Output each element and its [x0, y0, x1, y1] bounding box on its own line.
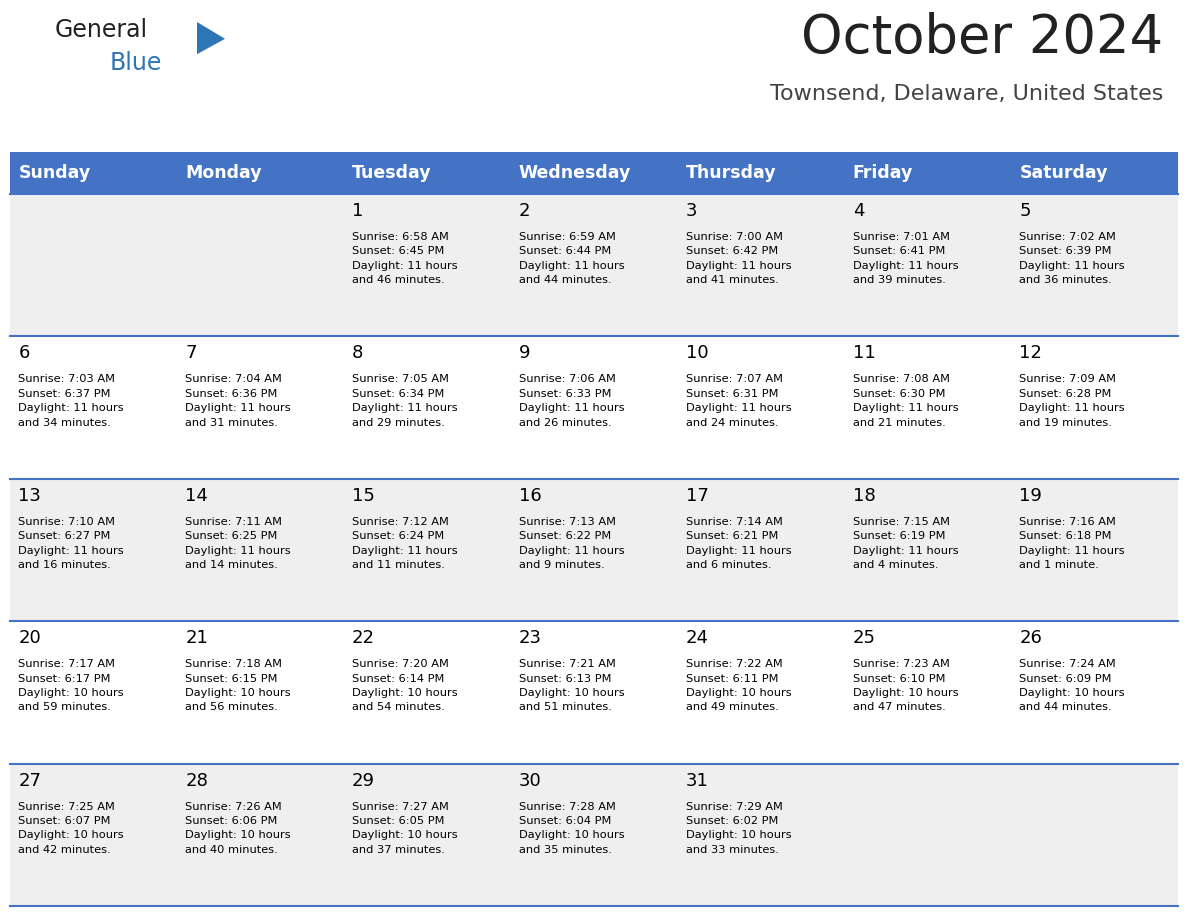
Text: 26: 26	[1019, 629, 1042, 647]
Text: 21: 21	[185, 629, 208, 647]
Bar	[677, 152, 845, 194]
Text: Sunrise: 7:10 AM
Sunset: 6:27 PM
Daylight: 11 hours
and 16 minutes.: Sunrise: 7:10 AM Sunset: 6:27 PM Dayligh…	[18, 517, 124, 570]
Text: Sunrise: 7:12 AM
Sunset: 6:24 PM
Daylight: 11 hours
and 11 minutes.: Sunrise: 7:12 AM Sunset: 6:24 PM Dayligh…	[352, 517, 457, 570]
Text: Sunrise: 7:00 AM
Sunset: 6:42 PM
Daylight: 11 hours
and 41 minutes.: Sunrise: 7:00 AM Sunset: 6:42 PM Dayligh…	[685, 232, 791, 285]
Text: 10: 10	[685, 344, 708, 363]
Text: 16: 16	[519, 487, 542, 505]
Text: Wednesday: Wednesday	[519, 164, 631, 182]
Text: 4: 4	[853, 202, 864, 220]
Text: Blue: Blue	[110, 51, 163, 75]
Text: Sunrise: 7:03 AM
Sunset: 6:37 PM
Daylight: 11 hours
and 34 minutes.: Sunrise: 7:03 AM Sunset: 6:37 PM Dayligh…	[18, 375, 124, 428]
Text: 25: 25	[853, 629, 876, 647]
Text: October 2024: October 2024	[801, 12, 1163, 64]
Text: 13: 13	[18, 487, 42, 505]
Text: 12: 12	[1019, 344, 1042, 363]
Bar	[10, 152, 177, 194]
Text: Sunrise: 7:06 AM
Sunset: 6:33 PM
Daylight: 11 hours
and 26 minutes.: Sunrise: 7:06 AM Sunset: 6:33 PM Dayligh…	[519, 375, 625, 428]
Text: Sunrise: 7:07 AM
Sunset: 6:31 PM
Daylight: 11 hours
and 24 minutes.: Sunrise: 7:07 AM Sunset: 6:31 PM Dayligh…	[685, 375, 791, 428]
Polygon shape	[197, 22, 225, 54]
Text: 30: 30	[519, 772, 542, 789]
Text: 23: 23	[519, 629, 542, 647]
Text: Sunrise: 7:21 AM
Sunset: 6:13 PM
Daylight: 10 hours
and 51 minutes.: Sunrise: 7:21 AM Sunset: 6:13 PM Dayligh…	[519, 659, 625, 712]
Text: 28: 28	[185, 772, 208, 789]
Text: Townsend, Delaware, United States: Townsend, Delaware, United States	[770, 84, 1163, 104]
Bar	[1011, 152, 1178, 194]
Text: Sunrise: 7:01 AM
Sunset: 6:41 PM
Daylight: 11 hours
and 39 minutes.: Sunrise: 7:01 AM Sunset: 6:41 PM Dayligh…	[853, 232, 959, 285]
Text: 27: 27	[18, 772, 42, 789]
Text: Sunrise: 6:58 AM
Sunset: 6:45 PM
Daylight: 11 hours
and 46 minutes.: Sunrise: 6:58 AM Sunset: 6:45 PM Dayligh…	[352, 232, 457, 285]
Text: Sunrise: 7:20 AM
Sunset: 6:14 PM
Daylight: 10 hours
and 54 minutes.: Sunrise: 7:20 AM Sunset: 6:14 PM Dayligh…	[352, 659, 457, 712]
Text: Sunrise: 7:26 AM
Sunset: 6:06 PM
Daylight: 10 hours
and 40 minutes.: Sunrise: 7:26 AM Sunset: 6:06 PM Dayligh…	[185, 801, 291, 855]
Text: Sunrise: 7:25 AM
Sunset: 6:07 PM
Daylight: 10 hours
and 42 minutes.: Sunrise: 7:25 AM Sunset: 6:07 PM Dayligh…	[18, 801, 124, 855]
Text: Sunrise: 7:14 AM
Sunset: 6:21 PM
Daylight: 11 hours
and 6 minutes.: Sunrise: 7:14 AM Sunset: 6:21 PM Dayligh…	[685, 517, 791, 570]
Text: Sunrise: 7:02 AM
Sunset: 6:39 PM
Daylight: 11 hours
and 36 minutes.: Sunrise: 7:02 AM Sunset: 6:39 PM Dayligh…	[1019, 232, 1125, 285]
Text: 20: 20	[18, 629, 42, 647]
Bar	[10, 764, 1178, 906]
Text: Sunrise: 7:22 AM
Sunset: 6:11 PM
Daylight: 10 hours
and 49 minutes.: Sunrise: 7:22 AM Sunset: 6:11 PM Dayligh…	[685, 659, 791, 712]
Bar	[10, 479, 1178, 621]
Text: Monday: Monday	[185, 164, 261, 182]
Text: 1: 1	[352, 202, 364, 220]
Text: 6: 6	[18, 344, 30, 363]
Text: 19: 19	[1019, 487, 1042, 505]
Text: Sunrise: 7:05 AM
Sunset: 6:34 PM
Daylight: 11 hours
and 29 minutes.: Sunrise: 7:05 AM Sunset: 6:34 PM Dayligh…	[352, 375, 457, 428]
Text: 8: 8	[352, 344, 364, 363]
Text: General: General	[55, 18, 148, 42]
Text: Sunrise: 7:29 AM
Sunset: 6:02 PM
Daylight: 10 hours
and 33 minutes.: Sunrise: 7:29 AM Sunset: 6:02 PM Dayligh…	[685, 801, 791, 855]
Text: Sunday: Sunday	[18, 164, 90, 182]
Text: 5: 5	[1019, 202, 1031, 220]
Text: Sunrise: 7:09 AM
Sunset: 6:28 PM
Daylight: 11 hours
and 19 minutes.: Sunrise: 7:09 AM Sunset: 6:28 PM Dayligh…	[1019, 375, 1125, 428]
Text: Sunrise: 7:18 AM
Sunset: 6:15 PM
Daylight: 10 hours
and 56 minutes.: Sunrise: 7:18 AM Sunset: 6:15 PM Dayligh…	[185, 659, 291, 712]
Text: 11: 11	[853, 344, 876, 363]
Text: 14: 14	[185, 487, 208, 505]
Bar	[177, 152, 343, 194]
Text: Sunrise: 7:28 AM
Sunset: 6:04 PM
Daylight: 10 hours
and 35 minutes.: Sunrise: 7:28 AM Sunset: 6:04 PM Dayligh…	[519, 801, 625, 855]
Bar	[10, 336, 1178, 479]
Text: 17: 17	[685, 487, 709, 505]
Text: 22: 22	[352, 629, 375, 647]
Text: Sunrise: 7:11 AM
Sunset: 6:25 PM
Daylight: 11 hours
and 14 minutes.: Sunrise: 7:11 AM Sunset: 6:25 PM Dayligh…	[185, 517, 291, 570]
Text: Sunrise: 7:23 AM
Sunset: 6:10 PM
Daylight: 10 hours
and 47 minutes.: Sunrise: 7:23 AM Sunset: 6:10 PM Dayligh…	[853, 659, 959, 712]
Bar	[511, 152, 677, 194]
Bar	[10, 194, 1178, 336]
Text: Thursday: Thursday	[685, 164, 777, 182]
Text: 3: 3	[685, 202, 697, 220]
Text: 7: 7	[185, 344, 197, 363]
Text: Sunrise: 7:15 AM
Sunset: 6:19 PM
Daylight: 11 hours
and 4 minutes.: Sunrise: 7:15 AM Sunset: 6:19 PM Dayligh…	[853, 517, 959, 570]
Text: 18: 18	[853, 487, 876, 505]
Text: Sunrise: 7:08 AM
Sunset: 6:30 PM
Daylight: 11 hours
and 21 minutes.: Sunrise: 7:08 AM Sunset: 6:30 PM Dayligh…	[853, 375, 959, 428]
Bar	[845, 152, 1011, 194]
Bar	[10, 621, 1178, 764]
Text: Sunrise: 7:13 AM
Sunset: 6:22 PM
Daylight: 11 hours
and 9 minutes.: Sunrise: 7:13 AM Sunset: 6:22 PM Dayligh…	[519, 517, 625, 570]
Text: Sunrise: 7:27 AM
Sunset: 6:05 PM
Daylight: 10 hours
and 37 minutes.: Sunrise: 7:27 AM Sunset: 6:05 PM Dayligh…	[352, 801, 457, 855]
Text: Sunrise: 7:04 AM
Sunset: 6:36 PM
Daylight: 11 hours
and 31 minutes.: Sunrise: 7:04 AM Sunset: 6:36 PM Dayligh…	[185, 375, 291, 428]
Text: 15: 15	[352, 487, 375, 505]
Text: Sunrise: 7:16 AM
Sunset: 6:18 PM
Daylight: 11 hours
and 1 minute.: Sunrise: 7:16 AM Sunset: 6:18 PM Dayligh…	[1019, 517, 1125, 570]
Text: Friday: Friday	[853, 164, 914, 182]
Bar	[343, 152, 511, 194]
Text: Sunrise: 6:59 AM
Sunset: 6:44 PM
Daylight: 11 hours
and 44 minutes.: Sunrise: 6:59 AM Sunset: 6:44 PM Dayligh…	[519, 232, 625, 285]
Text: 9: 9	[519, 344, 530, 363]
Text: 29: 29	[352, 772, 375, 789]
Text: Tuesday: Tuesday	[352, 164, 431, 182]
Text: Saturday: Saturday	[1019, 164, 1108, 182]
Text: Sunrise: 7:24 AM
Sunset: 6:09 PM
Daylight: 10 hours
and 44 minutes.: Sunrise: 7:24 AM Sunset: 6:09 PM Dayligh…	[1019, 659, 1125, 712]
Text: 2: 2	[519, 202, 530, 220]
Text: Sunrise: 7:17 AM
Sunset: 6:17 PM
Daylight: 10 hours
and 59 minutes.: Sunrise: 7:17 AM Sunset: 6:17 PM Dayligh…	[18, 659, 124, 712]
Text: 24: 24	[685, 629, 709, 647]
Text: 31: 31	[685, 772, 709, 789]
